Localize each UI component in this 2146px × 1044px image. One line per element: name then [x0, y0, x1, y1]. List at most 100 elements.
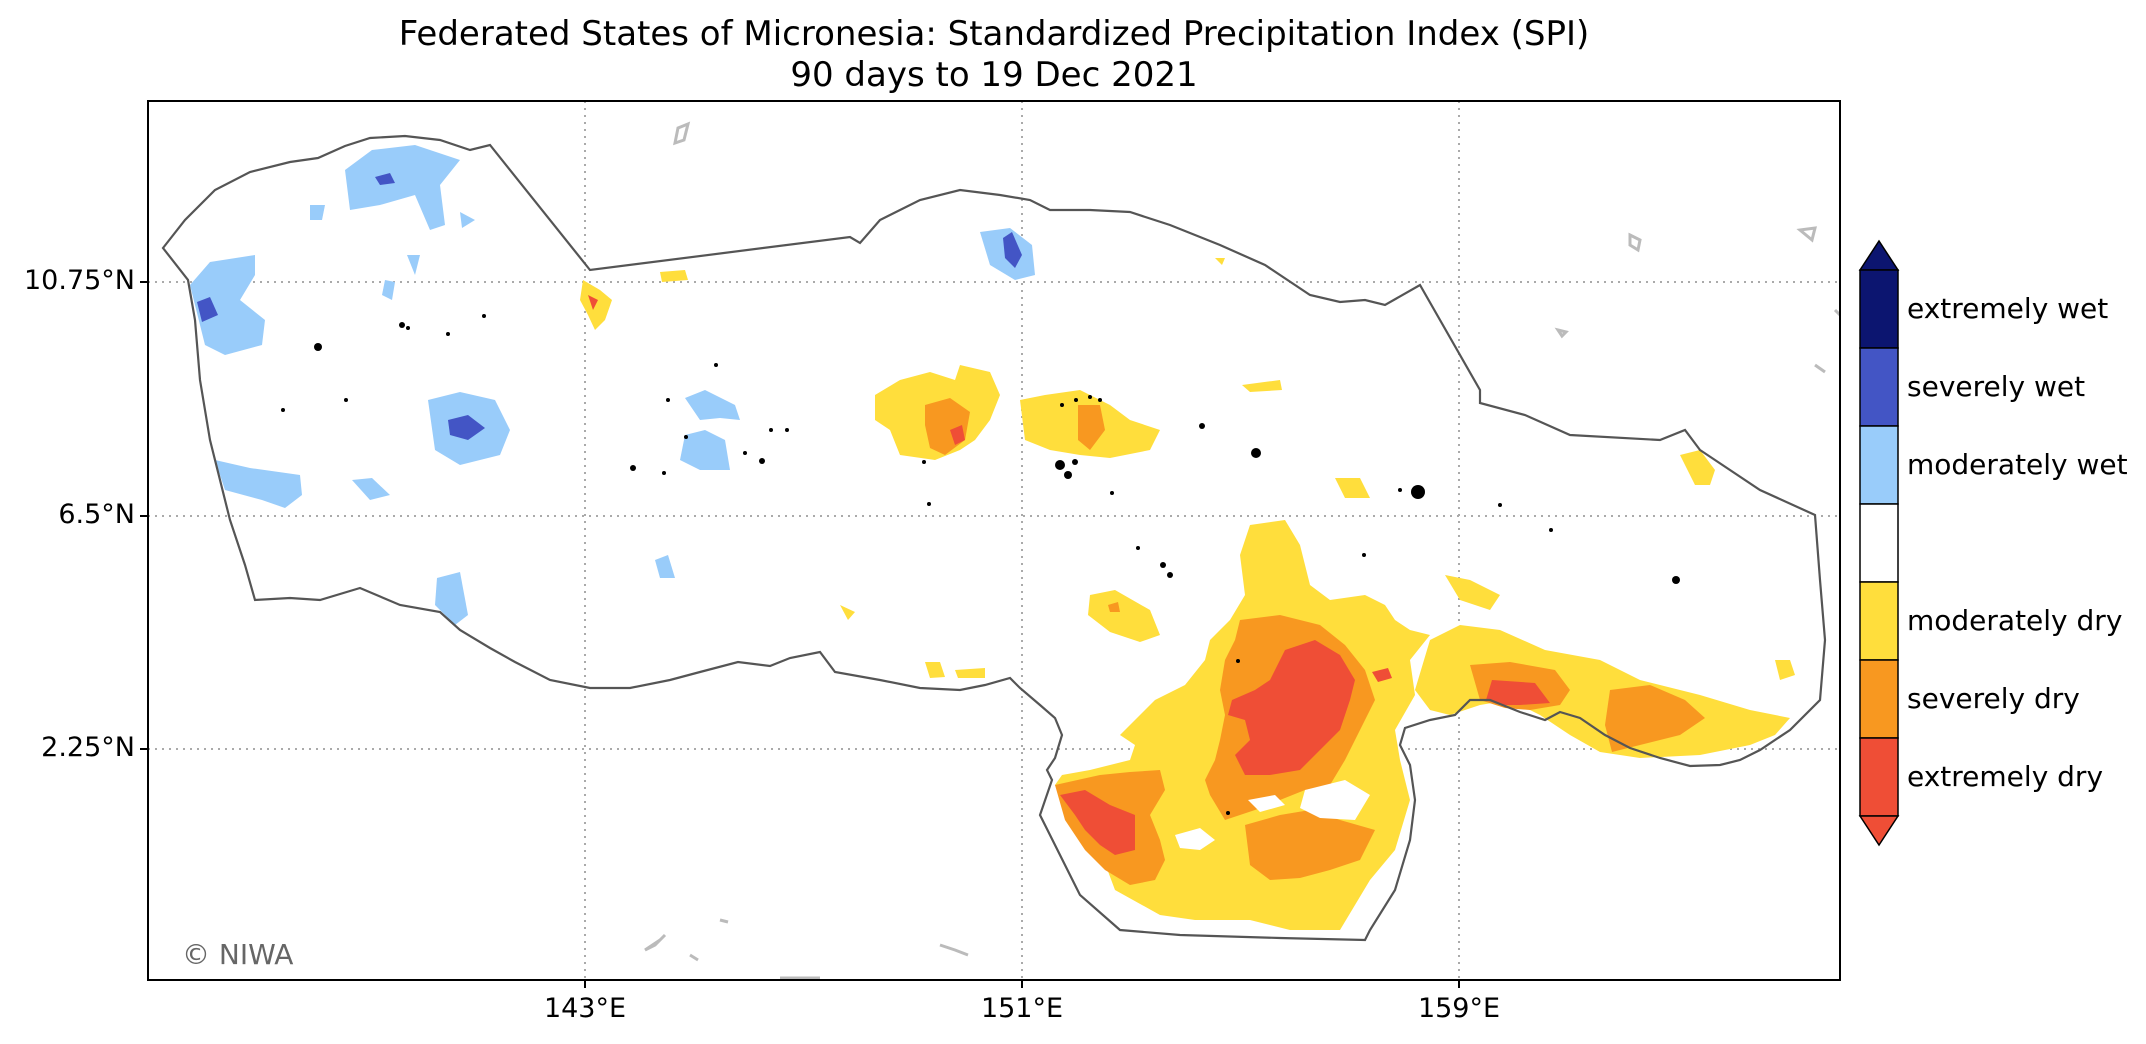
wet-patch-sw	[215, 460, 302, 508]
island	[666, 398, 670, 402]
dry-patch-guam-n	[580, 280, 612, 330]
island	[1236, 659, 1240, 663]
colorbar-severely-wet	[1859, 347, 1899, 427]
legend-label-moderately-wet: moderately wet	[1907, 448, 2128, 481]
coast-png-1	[644, 933, 667, 952]
island	[1672, 576, 1680, 584]
dry-patch-small-1	[660, 270, 688, 282]
island	[662, 471, 666, 475]
wet-patch-chuuk-w	[685, 390, 740, 420]
x-tick-label: 143°E	[543, 993, 627, 1024]
ed-patch-east	[1486, 680, 1550, 705]
island	[1098, 398, 1102, 402]
colorbar-severely-dry	[1859, 659, 1899, 739]
wet-patch-small-5	[460, 212, 475, 228]
colorbar-normal	[1859, 503, 1899, 583]
tick-marks	[140, 281, 1460, 988]
island-pohnpei	[1251, 448, 1261, 458]
sd-patch-far-east	[1605, 685, 1705, 752]
island	[769, 428, 773, 432]
ed-patch-small-3	[588, 295, 598, 310]
sd-patch-mortlock	[1078, 405, 1105, 450]
coast-png-4	[719, 918, 729, 924]
island	[759, 458, 765, 464]
island	[927, 502, 931, 506]
colorbar-bottom-triangle	[1858, 815, 1900, 847]
dry-patch-small-4	[1680, 450, 1715, 485]
island	[1074, 398, 1078, 402]
colorbar-top-triangle	[1858, 239, 1900, 271]
outer-coastlines	[644, 121, 1840, 980]
wet-patch-chuuk-w2	[680, 430, 730, 470]
legend-label-extremely-wet: extremely wet	[1907, 292, 2109, 325]
map-content	[148, 101, 1840, 980]
ed-patch-sw	[1060, 790, 1135, 855]
dry-patch-small-2	[1242, 380, 1282, 392]
island	[1160, 562, 1166, 568]
island	[1088, 395, 1092, 399]
credit-label: © NIWA	[182, 938, 294, 971]
island-chuuk	[1064, 471, 1072, 479]
island	[1110, 491, 1114, 495]
map-subtitle: 90 days to 19 Dec 2021	[790, 55, 1198, 95]
y-tick-label: 10.75°N	[24, 265, 135, 296]
island	[1060, 403, 1064, 407]
sw-patch-2	[197, 297, 218, 322]
dry-patch-small-5	[1775, 660, 1795, 680]
island	[1226, 811, 1230, 815]
island	[922, 460, 926, 464]
island	[1167, 572, 1173, 578]
island	[482, 314, 486, 318]
colorbar-extremely-wet	[1859, 269, 1899, 349]
island	[1199, 423, 1205, 429]
island	[1398, 488, 1402, 492]
coast-marshall-3	[1554, 327, 1569, 339]
ed-patch-main	[1228, 640, 1355, 775]
dry-patch-small-3	[1335, 478, 1370, 498]
legend-label-severely-dry: severely dry	[1907, 682, 2080, 715]
island	[684, 435, 688, 439]
coast-png-2	[939, 943, 969, 957]
island	[446, 332, 450, 336]
severely-wet-regions	[197, 173, 1022, 440]
sw-patch-1	[375, 173, 395, 185]
island	[314, 343, 322, 351]
wet-patch-ulithi	[190, 255, 265, 355]
plot-frame	[147, 100, 1841, 981]
island	[1136, 546, 1140, 550]
extremely-dry-regions	[588, 295, 1550, 855]
sw-patch-3	[448, 415, 485, 440]
wet-patch-small-2	[310, 205, 325, 220]
map-title: Federated States of Micronesia: Standard…	[398, 14, 1590, 54]
ed-patch-small-1	[1372, 668, 1392, 682]
wet-patch-yap-north	[345, 145, 460, 230]
coast-png-3	[689, 953, 699, 962]
island	[281, 408, 285, 412]
coast-guam	[673, 121, 691, 146]
colorbar-extremely-dry	[1859, 737, 1899, 817]
x-tick-label: 159°E	[1417, 993, 1501, 1024]
sd-patch-mid	[1245, 810, 1375, 880]
dry-patch-small-8	[1215, 258, 1225, 265]
wet-patch-small-1	[352, 478, 390, 500]
island	[399, 322, 405, 328]
island-chuuk	[1072, 459, 1078, 465]
eez-boundary	[161, 134, 1827, 942]
island	[1498, 503, 1502, 507]
island-chuuk	[1055, 460, 1065, 470]
wet-patch-small-4	[407, 255, 420, 275]
coast-marshall-1	[1628, 232, 1642, 253]
coast-marshall-4	[1814, 363, 1826, 374]
island	[785, 428, 789, 432]
sd-patch-small	[1108, 602, 1120, 612]
wet-patch-small-3	[382, 280, 395, 300]
island	[1362, 553, 1366, 557]
hole-2	[1175, 828, 1215, 850]
dry-patch-small-6	[925, 662, 945, 678]
colorbar	[1858, 239, 1900, 847]
legend-label-moderately-dry: moderately dry	[1907, 604, 2123, 637]
island	[344, 398, 348, 402]
island	[630, 465, 636, 471]
island	[743, 451, 747, 455]
gridlines	[148, 101, 1840, 980]
